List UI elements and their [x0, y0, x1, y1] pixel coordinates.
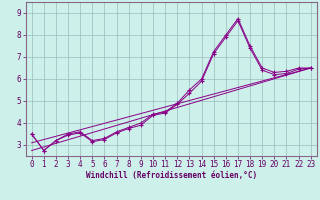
X-axis label: Windchill (Refroidissement éolien,°C): Windchill (Refroidissement éolien,°C) — [86, 171, 257, 180]
